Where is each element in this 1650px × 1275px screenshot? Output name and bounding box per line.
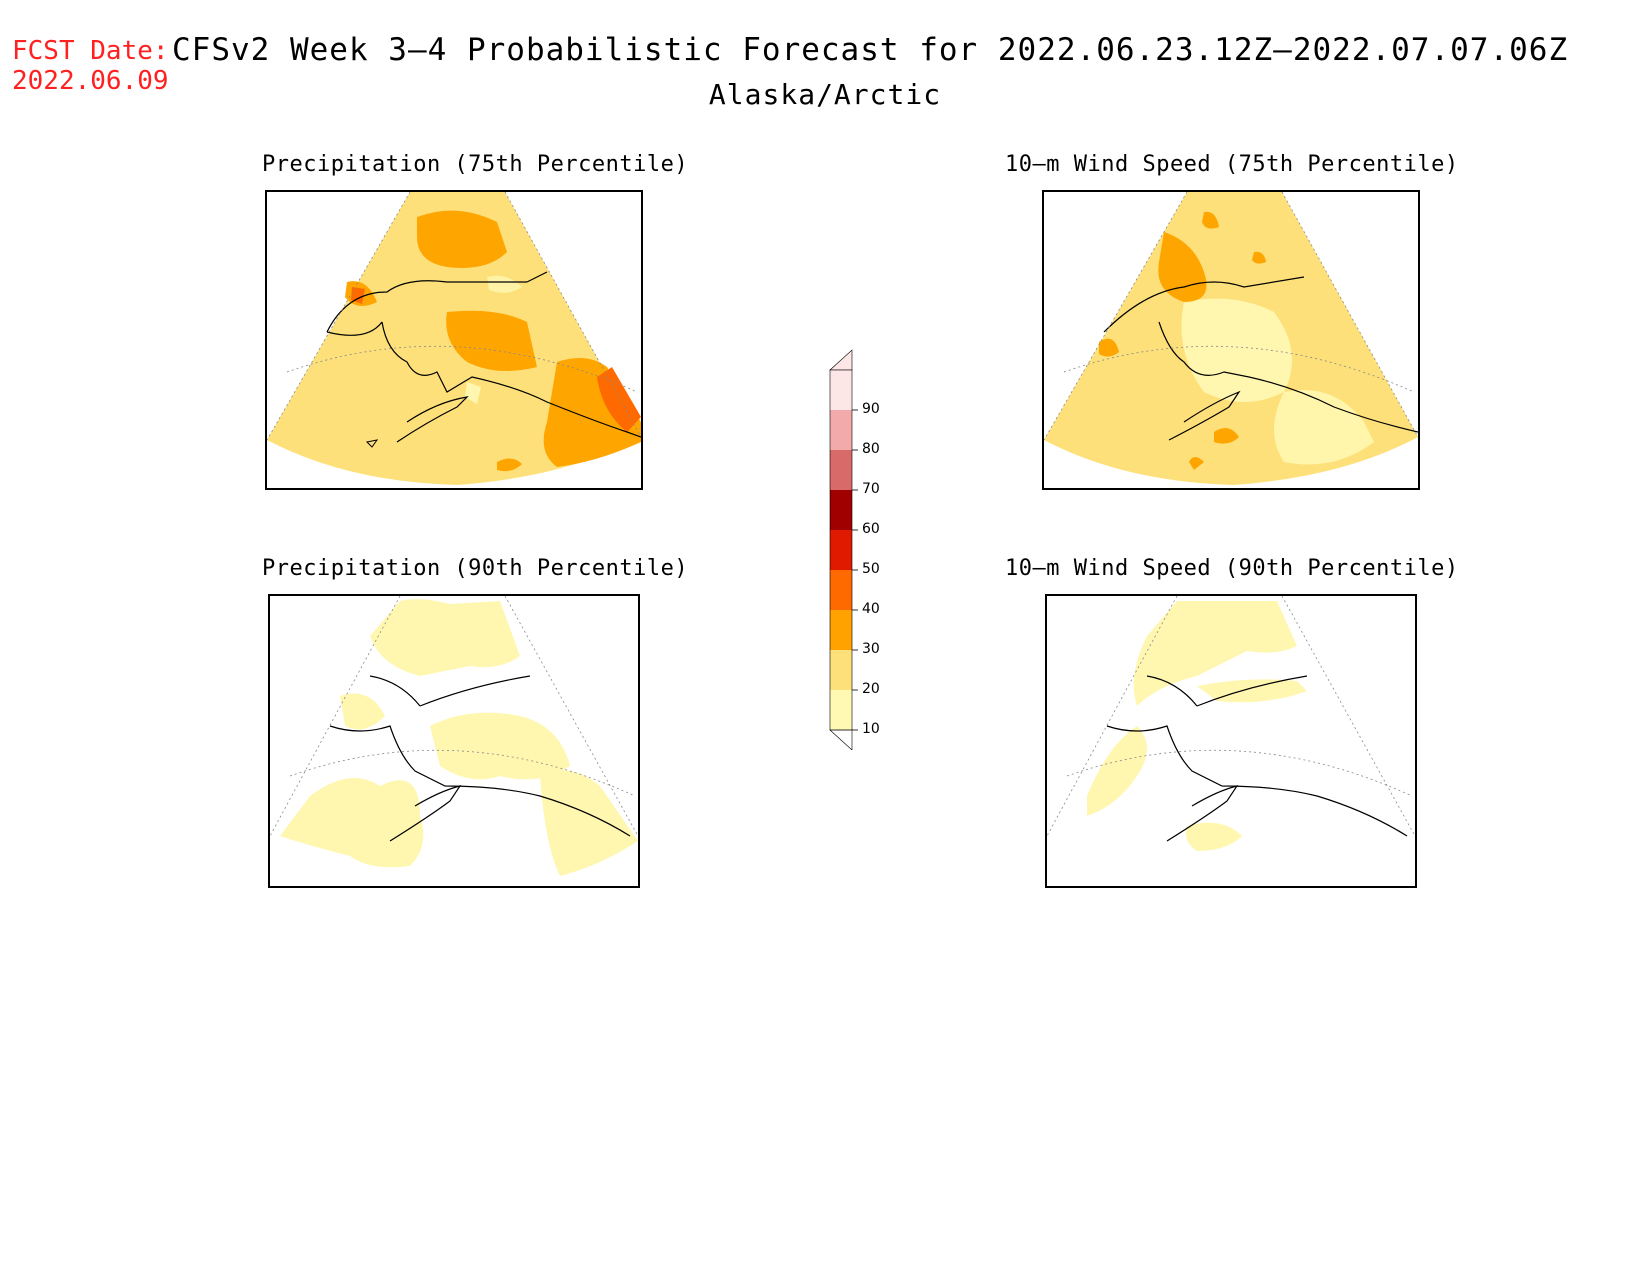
colorbar-box-20 (830, 650, 852, 690)
colorbar-box-40 (830, 570, 852, 610)
colorbar-label-40: 40 (862, 601, 880, 617)
colorbar-label-70: 70 (862, 481, 880, 497)
forecast-date-label: FCST Date: (12, 36, 169, 66)
map-wind-90 (1045, 594, 1417, 888)
colorbar-box-10 (830, 690, 852, 730)
forecast-date-block: FCST Date: 2022.06.09 (12, 36, 169, 96)
panel-title-wind-90: 10–m Wind Speed (90th Percentile) (1005, 556, 1459, 581)
map-precip-90 (268, 594, 640, 888)
colorbar (829, 349, 858, 750)
panel-title-wind-75: 10–m Wind Speed (75th Percentile) (1005, 152, 1459, 177)
colorbar-box-60 (830, 490, 852, 530)
colorbar-box-50 (830, 530, 852, 570)
colorbar-label-90: 90 (862, 401, 880, 417)
colorbar-label-30: 30 (862, 641, 880, 657)
map-wind-75 (1042, 190, 1420, 490)
colorbar-bottom-arrow (829, 729, 853, 750)
colorbar-box-80 (830, 410, 852, 450)
panel-title-precip-75: Precipitation (75th Percentile) (262, 152, 689, 177)
colorbar-box-90 (830, 370, 852, 410)
colorbar-label-80: 80 (862, 441, 880, 457)
colorbar-label-10: 10 (862, 721, 880, 737)
panel-title-precip-90: Precipitation (90th Percentile) (262, 556, 689, 581)
colorbar-label-20: 20 (862, 681, 880, 697)
colorbar-top-arrow (829, 349, 853, 371)
colorbar-box-70 (830, 450, 852, 490)
colorbar-box-30 (830, 610, 852, 650)
colorbar-label-50: 50 (862, 561, 880, 577)
forecast-date-value: 2022.06.09 (12, 66, 169, 96)
region-subtitle: Alaska/Arctic (708, 78, 942, 111)
map-precip-75 (265, 190, 643, 490)
colorbar-label-60: 60 (862, 521, 880, 537)
page-title: CFSv2 Week 3–4 Probabilistic Forecast fo… (172, 32, 1569, 68)
